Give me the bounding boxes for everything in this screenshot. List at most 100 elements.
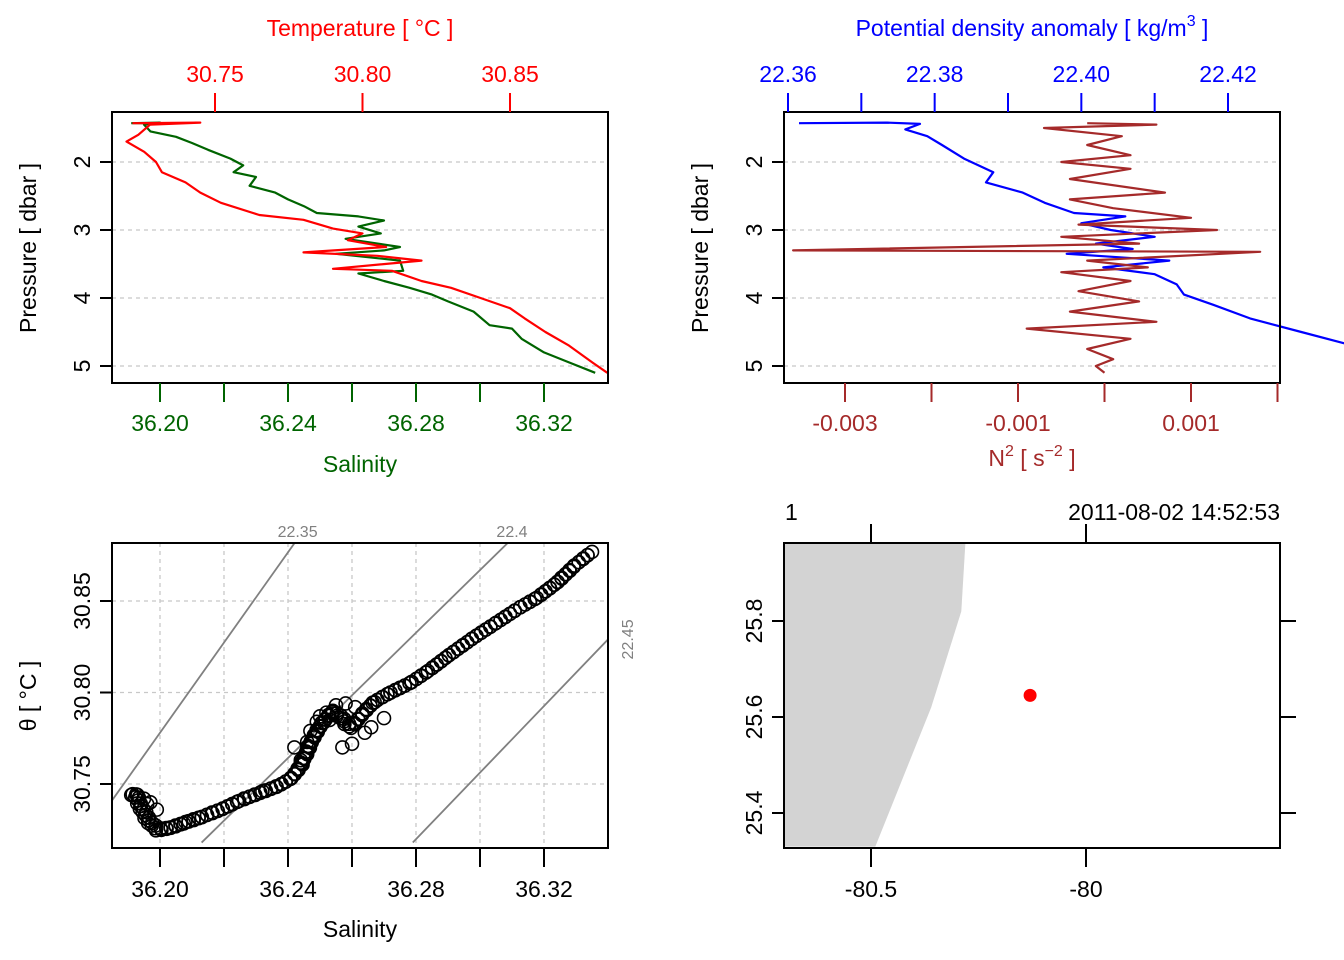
y-tick-label: 4 (741, 291, 767, 304)
p3-isopycnal-labels: 22.35 22.4 22.45 (278, 524, 637, 659)
p2-grid (784, 161, 1280, 367)
x-tick-label: 22.42 (1199, 61, 1257, 87)
data-point (550, 574, 565, 590)
data-point (558, 566, 573, 582)
y-tick-label: 3 (741, 224, 767, 237)
isopycnal-line (412, 638, 608, 844)
p2-x-bottom-label-main: N (988, 445, 1005, 471)
p2-x-bottom-label-sup: 2 (1005, 443, 1014, 460)
data-point (144, 818, 160, 833)
x-tick-label: 36.28 (387, 410, 445, 436)
p2-series (792, 121, 1344, 374)
data-point (139, 796, 155, 812)
isopycnal-label: 22.45 (620, 619, 637, 659)
series-line-salinity (131, 121, 596, 374)
x-tick-label: 30.75 (186, 61, 244, 87)
data-point (322, 712, 337, 728)
data-point (562, 562, 577, 578)
data-point (328, 698, 344, 713)
p3-y-label: θ [ °C ] (15, 661, 41, 732)
p3-x-label: Salinity (323, 916, 398, 942)
isopycnal-label: 22.35 (278, 524, 318, 541)
x-tick-label: 36.32 (515, 876, 573, 902)
data-point (473, 625, 489, 640)
p4-station (1023, 688, 1037, 702)
y-tick-label: 30.80 (69, 664, 95, 722)
y-tick-label: 25.4 (741, 790, 767, 835)
x-tick-label: 36.24 (259, 410, 317, 436)
x-tick-label: 36.24 (259, 876, 317, 902)
x-tick-label: 36.32 (515, 410, 573, 436)
x-tick-label: 30.80 (334, 61, 392, 87)
data-point (299, 734, 315, 750)
data-point (319, 705, 334, 720)
p2-x-top-label-sup: 3 (1187, 13, 1196, 30)
p2-x-bottom-label-sup2: −2 (1045, 443, 1063, 460)
y-tick-label: 4 (69, 291, 95, 304)
x-tick-label: -80.5 (845, 876, 897, 902)
data-point (255, 784, 270, 799)
data-point (429, 657, 444, 672)
y-tick-label: 5 (741, 360, 767, 373)
p2-x-bottom-label-end: ] (1063, 445, 1076, 471)
p2-y-label: Pressure [ dbar ] (687, 163, 713, 333)
p3-x-axis: 36.20 36.24 36.28 36.32 (131, 848, 573, 902)
p1-plot-box (111, 111, 609, 384)
p3-y-axis: 30.75 30.80 30.85 (69, 572, 112, 813)
data-point (346, 715, 362, 731)
x-tick-label: 0.001 (1162, 410, 1220, 436)
y-tick-label: 3 (69, 224, 95, 237)
p2-x-top-label-end: ] (1196, 15, 1209, 41)
p2-x-bottom-label: N2 [ s−2 ] (988, 443, 1075, 471)
station-marker (1023, 688, 1037, 702)
isopycnal-line (112, 543, 296, 801)
isopycnal-label: 22.4 (496, 524, 527, 541)
series-line-n2 (792, 122, 1262, 374)
data-point (338, 696, 353, 711)
p2-x-top-axis: 22.36 22.38 22.40 22.42 (759, 61, 1257, 112)
p2-x-top-label-main: Potential density anomaly [ kg/m (856, 15, 1187, 41)
y-tick-label: 30.75 (69, 755, 95, 813)
y-tick-label: 2 (69, 156, 95, 169)
data-point (344, 736, 360, 752)
p4-land (785, 543, 966, 847)
data-point (140, 815, 156, 831)
y-tick-label: 2 (741, 156, 767, 169)
p1-x-top-axis: 30.75 30.80 30.85 (186, 61, 539, 112)
y-tick-label: 30.85 (69, 572, 95, 630)
x-tick-label: 22.36 (759, 61, 817, 87)
data-point (274, 776, 289, 792)
series-line-temperature (125, 121, 608, 374)
p3-plot-box (111, 542, 609, 849)
data-point (376, 710, 392, 726)
y-tick-label: 5 (69, 360, 95, 373)
p3-points (123, 544, 600, 838)
p4-top-label-left: 1 (785, 499, 798, 525)
x-tick-label: -80 (1069, 876, 1102, 902)
x-tick-label: 22.38 (906, 61, 964, 87)
p1-grid (112, 161, 608, 367)
p1-y-label: Pressure [ dbar ] (15, 163, 41, 333)
data-point (293, 752, 309, 768)
p2-x-top-label: Potential density anomaly [ kg/m3 ] (856, 13, 1209, 41)
p1-x-bottom-label: Salinity (323, 451, 398, 477)
data-point (580, 547, 595, 563)
x-tick-label: -0.001 (985, 410, 1050, 436)
p2-x-bottom-axis: -0.003 -0.001 0.001 (812, 383, 1279, 436)
p4-x-axis: -80.5 -80 (845, 524, 1103, 902)
land-polygon (785, 543, 966, 847)
p1-y-axis: 2 3 4 5 (69, 156, 112, 373)
p1-x-top-label: Temperature [ °C ] (267, 15, 454, 41)
p1-x-bottom-axis: 36.20 36.24 36.28 36.32 (131, 383, 573, 436)
panel-station-map: 25.4 25.6 25.8 -80.5 -80 1 2011-08-02 14:52… (741, 499, 1296, 902)
x-tick-label: 36.20 (131, 876, 189, 902)
p1-series (125, 121, 608, 374)
x-tick-label: -0.003 (812, 410, 877, 436)
y-tick-label: 25.6 (741, 695, 767, 740)
p4-plot-box (783, 542, 1281, 849)
p4-y-axis: 25.4 25.6 25.8 (741, 599, 1296, 835)
p2-y-axis: 2 3 4 5 (741, 156, 784, 373)
x-tick-label: 36.28 (387, 876, 445, 902)
